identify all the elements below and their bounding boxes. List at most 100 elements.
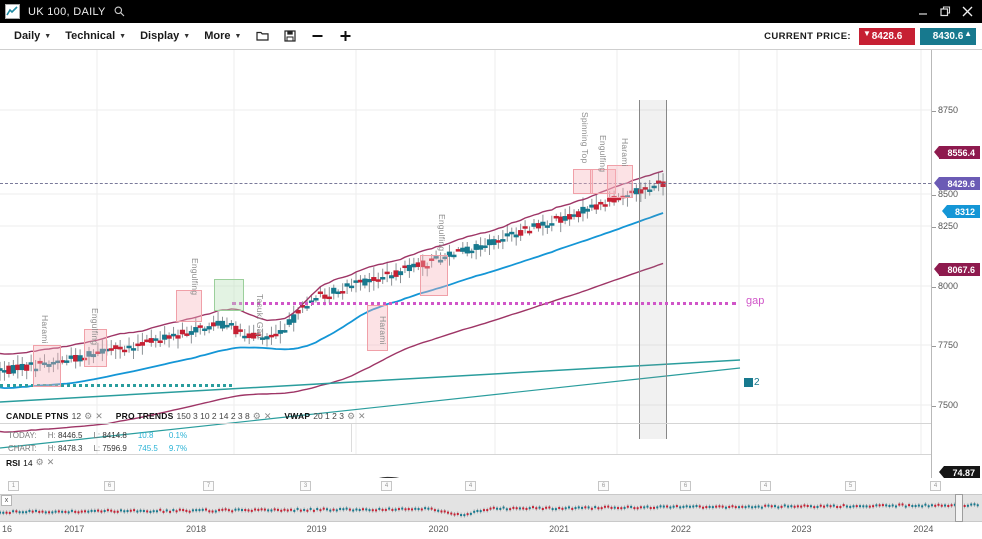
price-axis-tick: 7750 (931, 340, 959, 350)
pattern-highlight-box[interactable] (367, 305, 388, 351)
pattern-label: Harami (40, 315, 50, 344)
ohlc-low-value: 8414.8 (102, 431, 127, 440)
navigator-event-marker[interactable]: 6 (680, 481, 691, 491)
ask-price-button[interactable]: 8430.6 ▲ (920, 27, 976, 45)
navigator-event-marker[interactable]: 1 (8, 481, 19, 491)
pattern-label: Spinning Top (580, 112, 590, 164)
navigator-event-marker[interactable]: 4 (760, 481, 771, 491)
menu-display[interactable]: Display ▼ (140, 30, 190, 42)
close-icon[interactable]: ✕ (263, 410, 272, 421)
gear-icon[interactable]: ⚙ (84, 410, 93, 421)
gear-icon[interactable]: ⚙ (346, 410, 356, 421)
trend-marker-label: 2 (754, 377, 760, 388)
indicator-params: 20 1 2 3 (313, 411, 344, 421)
menu-technical[interactable]: Technical ▼ (65, 30, 126, 42)
title-bar: UK 100, DAILY (0, 0, 982, 23)
pattern-label: Engulfing (190, 258, 200, 296)
indicator-pro-trends[interactable]: PRO TRENDS 150 3 10 2 14 2 3 8 ⚙ ✕ (116, 411, 272, 422)
zoom-out-icon[interactable] (311, 30, 324, 42)
ohlc-low-label: L: (93, 444, 101, 453)
ohlc-change-value: 745.5 (137, 444, 158, 453)
menu-daily[interactable]: Daily ▼ (14, 30, 51, 42)
price-axis[interactable]: 8750 8500 8250 8000 7750 7500 8556.4 8429.6 8… (931, 50, 982, 455)
price-axis-tick: 8500 (931, 189, 959, 199)
close-icon[interactable]: ✕ (95, 410, 103, 421)
navigator-event-marker[interactable]: 7 (203, 481, 214, 491)
pattern-label: Engulfing (437, 214, 447, 252)
pattern-label: Engulfing (598, 135, 608, 173)
ohlc-low-label: L: (93, 431, 101, 440)
navigator-event-marker[interactable]: 4 (930, 481, 941, 491)
pattern-highlight-box[interactable] (573, 169, 593, 194)
current-price-line (0, 183, 931, 184)
open-folder-icon[interactable] (256, 30, 270, 42)
navigator-event-marker[interactable]: 6 (104, 481, 115, 491)
navigator-event-marker[interactable]: 4 (381, 481, 392, 491)
navigator-band[interactable] (0, 494, 982, 522)
navigator-event-marker[interactable]: 4 (465, 481, 476, 491)
rsi-legend[interactable]: RSI 14 ⚙ ✕ (6, 457, 54, 468)
menu-more[interactable]: More ▼ (204, 30, 241, 42)
restore-icon[interactable] (940, 6, 951, 17)
save-icon[interactable] (284, 30, 297, 42)
moving-average-badge: 8312 (941, 205, 980, 218)
bid-price-value: 8428.6 (871, 30, 903, 42)
navigator-year-labels: 16 2017 2018 2019 2020 2021 2022 2023 2024 (0, 524, 982, 539)
pattern-highlight-box[interactable] (84, 329, 107, 367)
minimize-icon[interactable] (918, 6, 929, 17)
navigator-event-marker[interactable]: 6 (598, 481, 609, 491)
close-icon[interactable]: ✕ (46, 457, 55, 467)
pattern-highlight-box[interactable] (176, 290, 202, 322)
gap-line-lower (0, 384, 232, 387)
pattern-highlight-box[interactable] (214, 279, 244, 311)
navigator-close-icon[interactable]: x (1, 495, 12, 506)
ohlc-percent-value: 0.1% (168, 431, 188, 440)
bid-price-button[interactable]: ▼ 8428.6 (859, 27, 915, 45)
indicator-legend: CANDLE PTNS 12 ⚙ ✕ PRO TRENDS 150 3 10 2… (0, 409, 931, 424)
zoom-in-icon[interactable] (339, 30, 352, 42)
pattern-highlight-box[interactable] (607, 165, 633, 198)
ohlc-row-chart: CHART: H: 8478.3 L: 7596.9 745.5 9.7% (8, 443, 196, 454)
toolbar: Daily ▼ Technical ▼ Display ▼ More ▼ (0, 23, 982, 50)
up-arrow-icon: ▲ (964, 28, 972, 38)
close-icon[interactable]: ✕ (358, 410, 366, 421)
chart-area: gap 2 Harami Engulfing Engulfing Tasuki Gap… (0, 50, 982, 516)
chevron-down-icon: ▼ (44, 32, 52, 40)
price-axis-tick: 7500 (931, 400, 959, 410)
current-price-group: CURRENT PRICE: ▼ 8428.6 8430.6 ▲ (764, 27, 982, 45)
navigator-year-label: 2017 (64, 524, 85, 534)
search-icon[interactable] (114, 6, 125, 17)
pattern-highlight-box[interactable] (590, 169, 616, 194)
navigator-handle-right[interactable] (955, 494, 963, 522)
ohlc-readout: TODAY: H: 8446.5 L: 8414.8 10.8 0.1% CHA… (6, 428, 198, 456)
navigator-year-label: 16 (1, 524, 12, 534)
trend-marker-square (744, 378, 753, 387)
navigator-year-label: 2022 (670, 524, 691, 534)
chevron-down-icon: ▼ (234, 32, 242, 40)
selection-shade (639, 100, 667, 439)
trend-marker-2[interactable]: 2 (744, 377, 760, 388)
navigator-event-marker[interactable]: 5 (845, 481, 856, 491)
navigator-year-label: 2021 (549, 524, 570, 534)
ask-price-value: 8430.6 (932, 30, 964, 42)
pattern-highlight-box[interactable] (33, 345, 61, 387)
indicator-params: 12 (71, 411, 82, 421)
menu-more-label: More (204, 30, 231, 42)
navigator-event-marker[interactable]: 3 (300, 481, 311, 491)
price-axis-tick: 8000 (931, 281, 959, 291)
gear-icon[interactable]: ⚙ (252, 410, 261, 421)
menu-display-label: Display (140, 30, 180, 42)
ohlc-high-value: 8478.3 (57, 444, 83, 453)
ohlc-row-today: TODAY: H: 8446.5 L: 8414.8 10.8 0.1% (8, 430, 196, 441)
chevron-down-icon: ▼ (119, 32, 127, 40)
indicator-candle-ptns[interactable]: CANDLE PTNS 12 ⚙ ✕ (6, 411, 103, 422)
gear-icon[interactable]: ⚙ (35, 457, 44, 467)
price-plot[interactable]: gap 2 Harami Engulfing Engulfing Tasuki Gap… (0, 50, 931, 455)
ohlc-high-label: H: (47, 431, 56, 440)
close-icon[interactable] (962, 6, 973, 17)
navigator-event-markers: 1 6 7 3 4 4 6 6 4 5 4 (0, 478, 982, 494)
pattern-highlight-box[interactable] (420, 255, 448, 296)
indicator-vwap[interactable]: VWAP 20 1 2 3 ⚙ ✕ (284, 411, 365, 422)
